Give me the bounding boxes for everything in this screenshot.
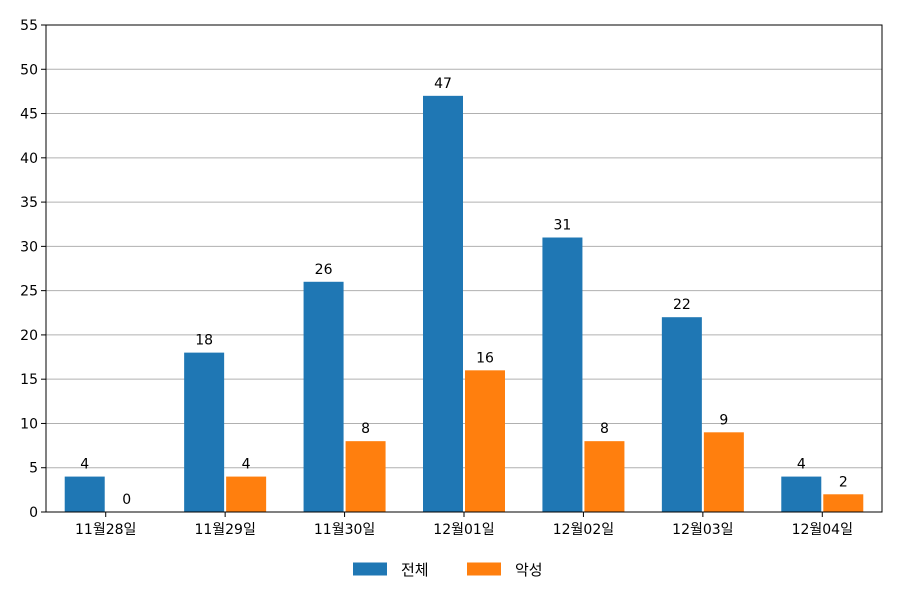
bar-악성-12월02일 (584, 441, 625, 512)
y-tick-label: 35 (20, 195, 38, 211)
y-tick-label: 15 (20, 372, 38, 388)
data-label: 2 (839, 474, 848, 490)
y-tick-label: 40 (20, 151, 38, 167)
grid (46, 24, 882, 513)
y-tick-label: 0 (29, 505, 38, 521)
y-tick-label: 30 (20, 239, 38, 255)
data-label: 31 (554, 218, 572, 234)
bar-전체-12월01일 (423, 95, 463, 512)
x-tick-label: 12월02일 (553, 522, 614, 538)
x-tick-label: 11월30일 (314, 522, 375, 538)
y-tick-label: 25 (20, 284, 38, 300)
data-label: 8 (361, 421, 370, 437)
x-tick-label: 11월28일 (75, 522, 136, 538)
y-tick-label: 55 (20, 18, 38, 34)
legend-label: 전체 (401, 561, 429, 579)
y-tick-label: 20 (20, 328, 38, 344)
x-tick-label: 12월04일 (792, 522, 853, 538)
y-tick-label: 45 (20, 107, 38, 123)
bar-악성-11월30일 (345, 441, 386, 512)
bar-악성-12월01일 (465, 370, 505, 512)
bar-악성-12월04일 (823, 494, 864, 512)
bar-전체-12월03일 (661, 317, 702, 512)
data-label: 47 (434, 76, 452, 92)
data-label: 4 (797, 457, 806, 473)
x-tick-label: 12월01일 (433, 522, 494, 538)
data-label: 8 (600, 421, 609, 437)
data-label: 16 (476, 350, 494, 366)
data-label: 26 (315, 262, 333, 278)
bar-전체-11월30일 (303, 281, 344, 512)
y-tick-label: 5 (29, 461, 38, 477)
plot-frame (45, 24, 883, 513)
data-label: 9 (719, 412, 728, 428)
bars (64, 95, 864, 512)
data-label: 18 (195, 333, 213, 349)
legend-label: 악성 (515, 561, 543, 579)
bar-악성-11월29일 (226, 476, 267, 512)
bar-전체-12월02일 (542, 237, 583, 512)
bar-전체-12월04일 (781, 476, 822, 512)
legend-swatch-전체 (353, 562, 387, 576)
data-label: 22 (673, 297, 691, 313)
data-label: 4 (242, 457, 251, 473)
x-tick-label: 11월29일 (194, 522, 255, 538)
legend: 전체 악성 (353, 561, 543, 579)
y-tick-label: 10 (20, 416, 38, 432)
data-label: 4 (80, 457, 89, 473)
y-tick-label: 50 (20, 62, 38, 78)
bar-전체-11월29일 (184, 352, 225, 512)
bar-전체-11월28일 (64, 476, 105, 512)
legend-swatch-악성 (467, 562, 501, 576)
data-labels: 4 0 18 4 26 8 47 16 31 8 22 9 4 2 (80, 76, 847, 508)
x-tick-label: 12월03일 (672, 522, 733, 538)
data-label: 0 (122, 492, 131, 508)
bar-악성-12월03일 (703, 432, 744, 512)
